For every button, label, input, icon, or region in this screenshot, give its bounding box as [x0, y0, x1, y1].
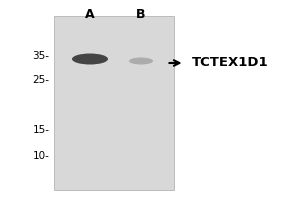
Text: 25-: 25-	[32, 75, 50, 85]
FancyBboxPatch shape	[54, 16, 174, 190]
Ellipse shape	[72, 53, 108, 64]
Text: TCTEX1D1: TCTEX1D1	[192, 56, 268, 70]
Text: 10-: 10-	[33, 151, 50, 161]
Text: 35-: 35-	[32, 51, 50, 61]
Text: A: A	[85, 7, 95, 21]
Ellipse shape	[129, 58, 153, 64]
Text: 15-: 15-	[32, 125, 50, 135]
Text: B: B	[136, 7, 146, 21]
